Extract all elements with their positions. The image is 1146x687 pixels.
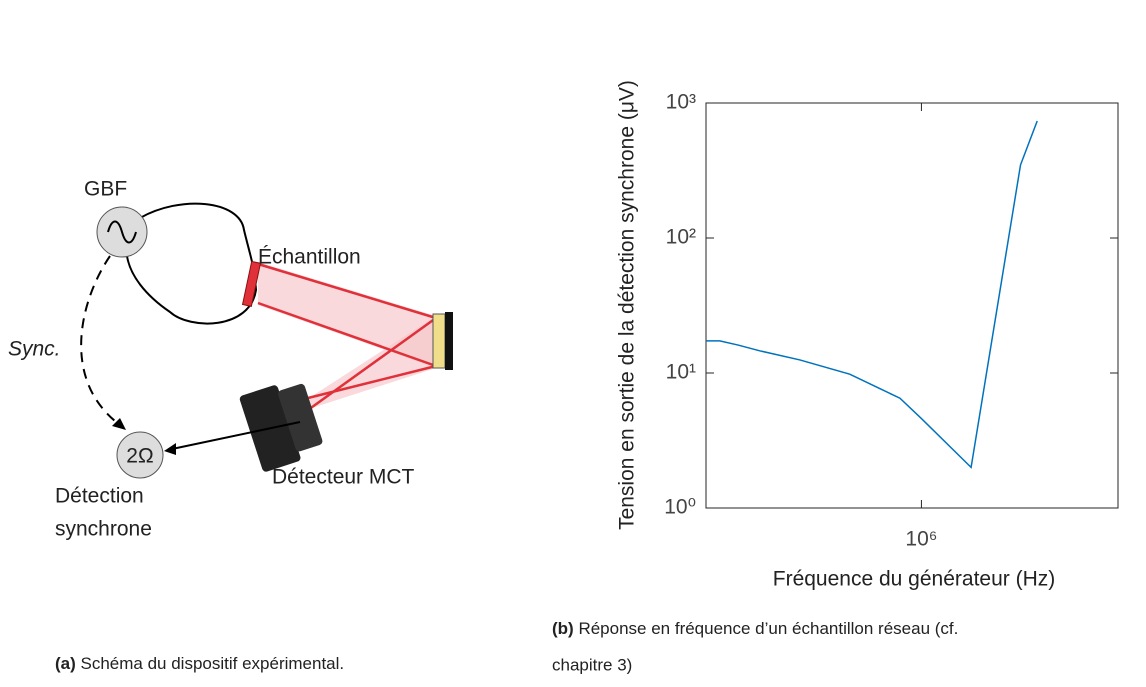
- wire: [126, 202, 258, 325]
- plot-frame: [705, 102, 1119, 509]
- caption: (a) Schéma du dispositif expérimental.: [55, 654, 344, 673]
- y-tick-label: 10¹: [666, 361, 696, 384]
- beam-fill: [258, 262, 436, 368]
- caption: (b) Réponse en fréquence d’un échantillo…: [552, 619, 958, 638]
- mirror-back: [445, 312, 453, 370]
- caption-tag: (a): [55, 654, 76, 673]
- beam: [257, 262, 437, 412]
- arrow: [171, 421, 301, 450]
- chart: Fréquence du générateur (Hz) Tension en …: [552, 80, 1119, 674]
- x-axis-label: Fréquence du générateur (Hz): [773, 568, 1056, 591]
- mirror: [432, 313, 446, 369]
- setup-diagram: GBF Échantillon Sync. 2Ω Détecteur MCT D…: [8, 178, 453, 673]
- series-line: [706, 120, 1038, 469]
- caption-text: Réponse en fréquence d’un échantillon ré…: [574, 619, 959, 638]
- caption-tag: (b): [552, 619, 574, 638]
- y-axis-label: Tension en sortie de la détection synchr…: [616, 80, 639, 530]
- label: synchrone: [55, 518, 152, 541]
- label: GBF: [84, 178, 127, 201]
- label: Sync.: [8, 338, 61, 361]
- sine: [107, 220, 137, 244]
- y-tick-label: 10³: [666, 91, 696, 114]
- detector: [239, 383, 323, 472]
- y-tick-label: 10²: [666, 226, 696, 249]
- beam-fill: [306, 316, 436, 408]
- label: Détecteur MCT: [272, 466, 415, 489]
- arrowhead: [164, 443, 176, 455]
- label: 2Ω: [126, 445, 153, 468]
- sync-line: [80, 255, 121, 426]
- sample: [241, 260, 262, 307]
- label: Échantillon: [258, 246, 361, 269]
- label: Détection: [55, 485, 144, 508]
- y-tick-label: 10⁰: [664, 496, 696, 519]
- arrowhead: [112, 418, 126, 430]
- caption-text: chapitre 3): [552, 655, 632, 674]
- lockin: [116, 431, 164, 479]
- x-tick-label: 10⁶: [905, 528, 937, 551]
- caption-text: Schéma du dispositif expérimental.: [76, 654, 344, 673]
